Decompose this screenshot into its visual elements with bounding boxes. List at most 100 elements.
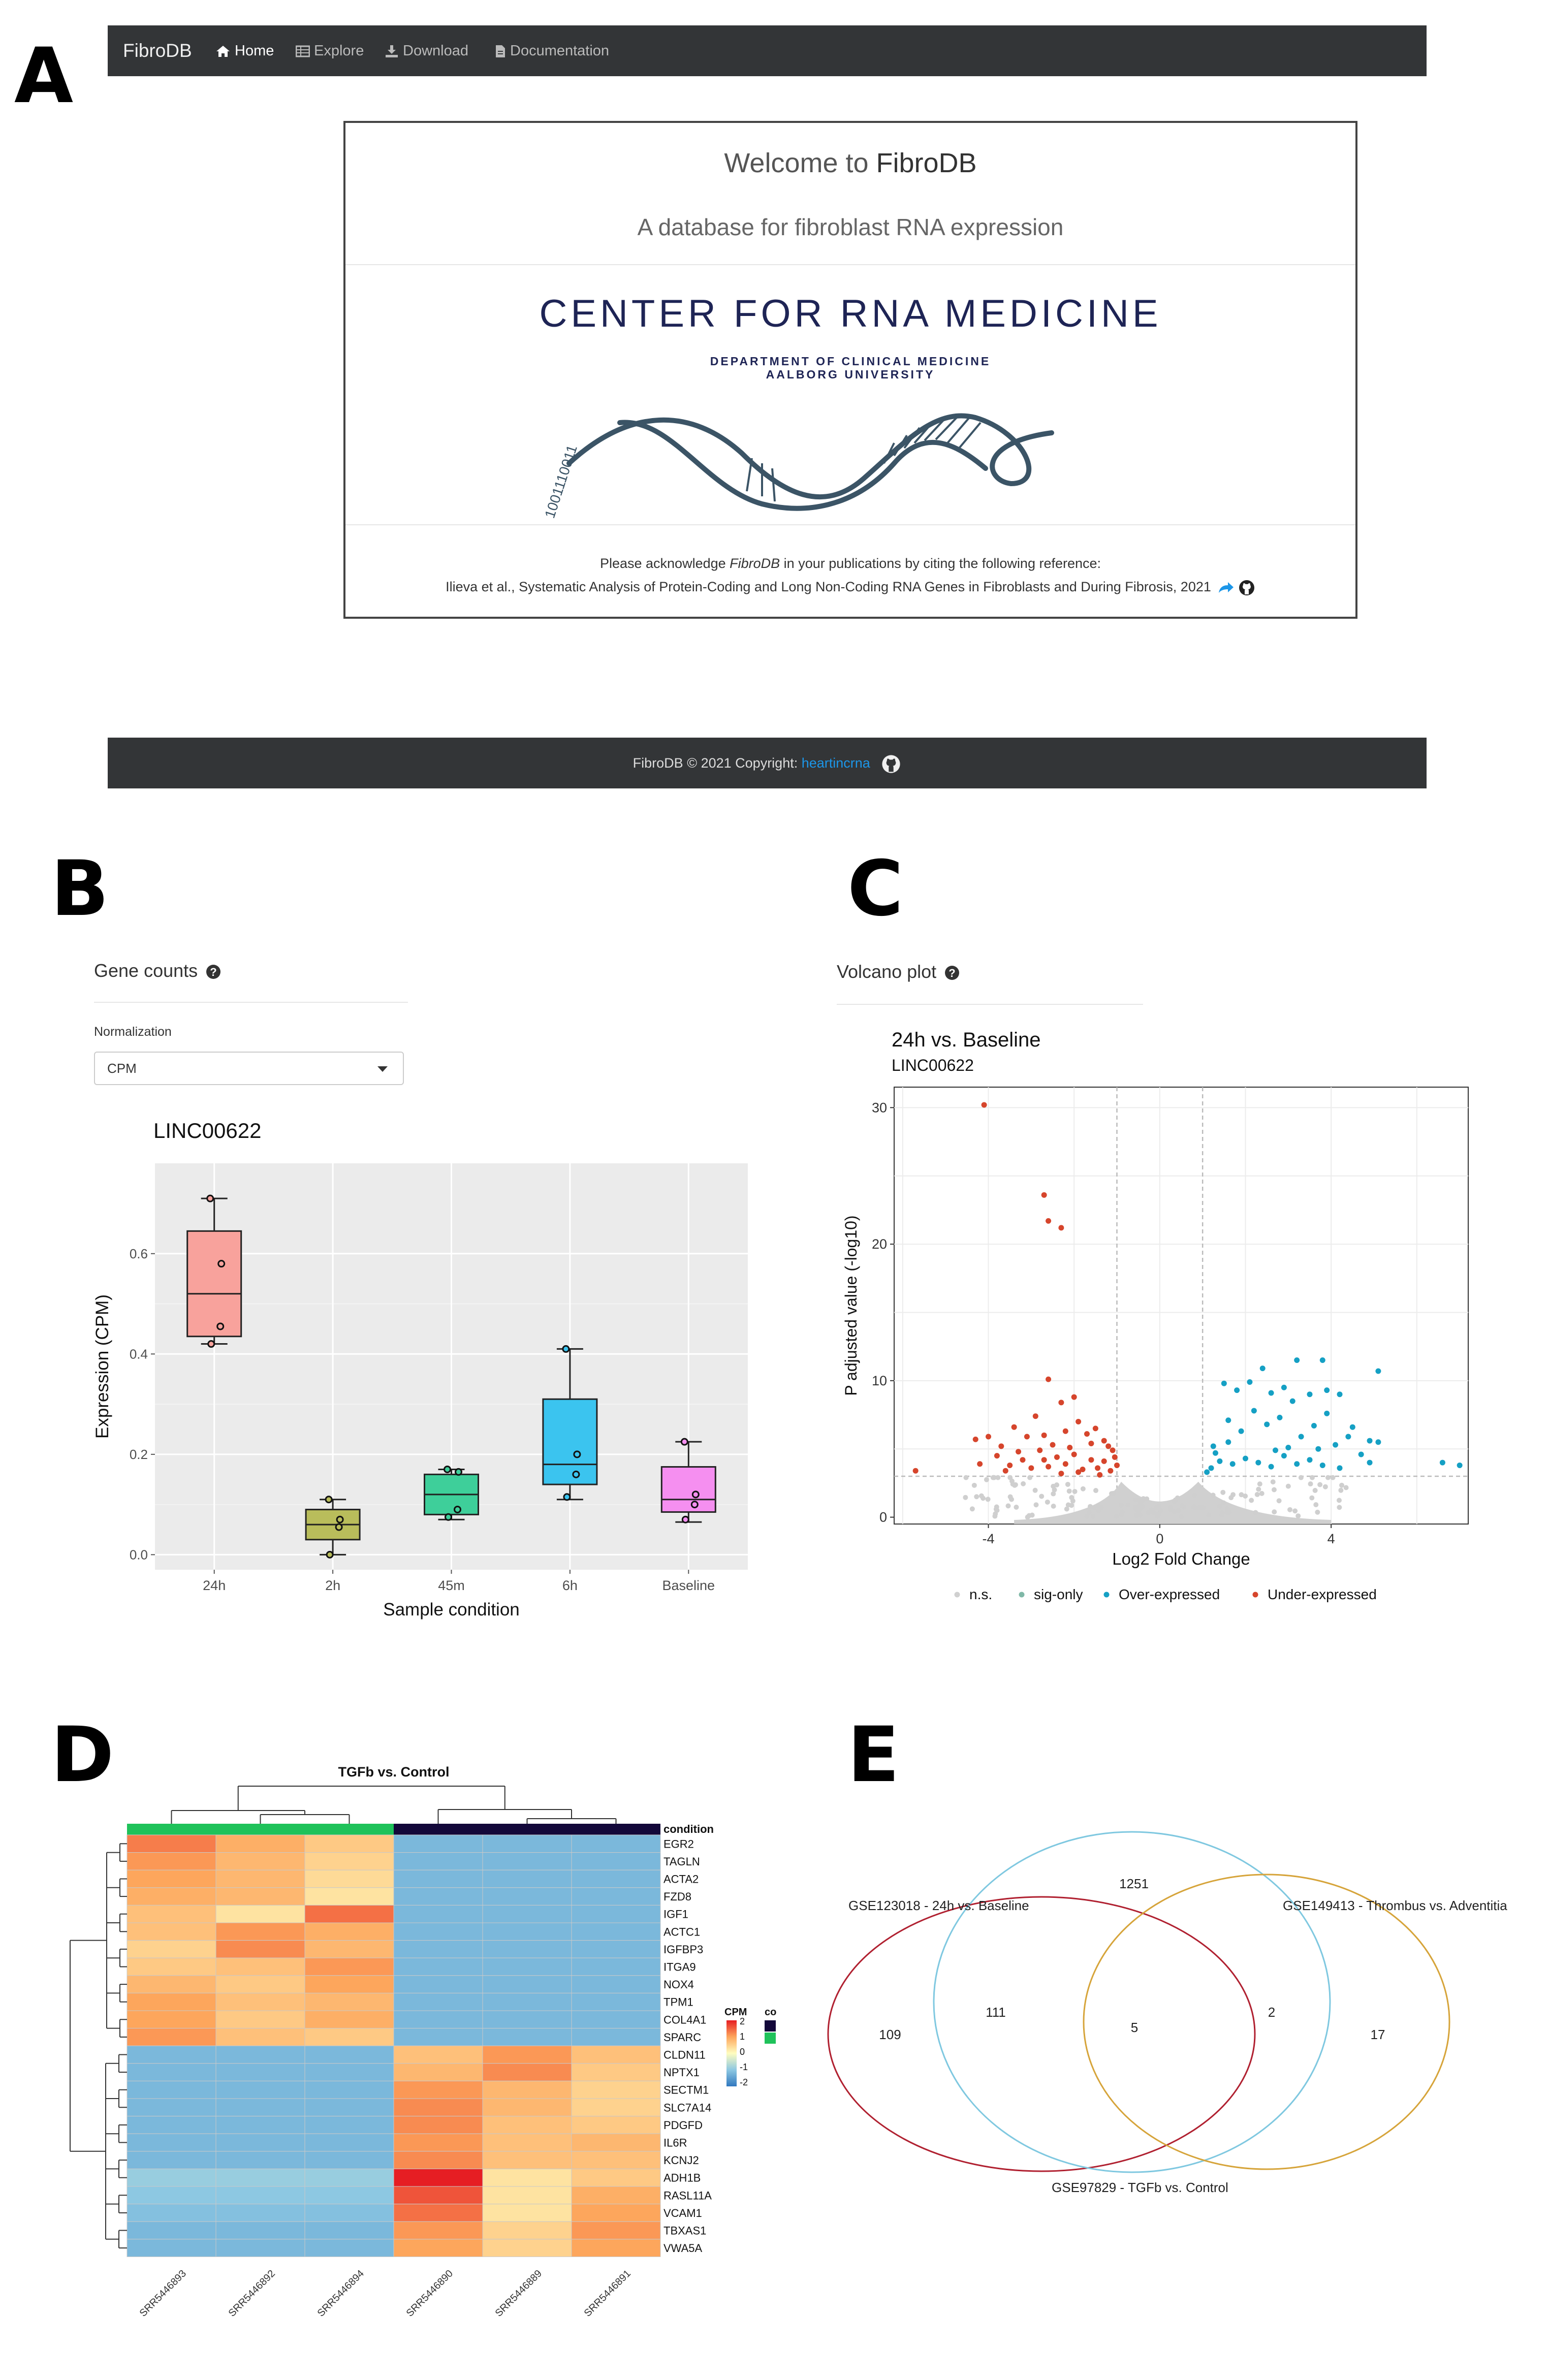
ns-point — [1052, 1487, 1057, 1493]
heatmap-cell — [393, 2186, 483, 2205]
condition-annotation — [127, 1824, 216, 1835]
help-icon[interactable]: ? — [944, 965, 960, 980]
ns-point — [969, 1506, 975, 1512]
ns-point — [1069, 1503, 1074, 1508]
color-legend-bar — [726, 2020, 737, 2086]
condition-annotation — [305, 1824, 394, 1835]
svg-text:?: ? — [949, 967, 955, 979]
heatmap-cell — [127, 2045, 216, 2064]
heatmap-cell — [571, 2045, 661, 2064]
ns-point — [1114, 1514, 1119, 1519]
over-expressed-point — [1358, 1451, 1364, 1457]
over-expressed-point — [1367, 1459, 1373, 1466]
row-label: IL6R — [663, 2137, 687, 2149]
over-expressed-point — [1242, 1455, 1248, 1462]
normalization-value: CPM — [107, 1061, 137, 1076]
x-tick-label: 0 — [1156, 1531, 1163, 1546]
volcano-header-title: Volcano plot — [837, 961, 937, 982]
acknowledge-text: Please acknowledge FibroDB in your publi… — [345, 556, 1355, 572]
normalization-label: Normalization — [94, 1025, 172, 1039]
footer-link[interactable]: heartincrna — [801, 755, 870, 771]
heatmap-cell — [127, 2186, 216, 2205]
venn-set-label: GSE149413 - Thrombus vs. Adventitia — [1283, 1898, 1507, 1913]
nav-item-home[interactable]: Home — [215, 25, 274, 76]
heatmap-cell — [215, 1957, 305, 1976]
heatmap-cell — [215, 1940, 305, 1958]
navbar-brand[interactable]: FibroDB — [123, 40, 192, 61]
heatmap-cell — [571, 1940, 661, 1958]
ns-point — [1210, 1493, 1216, 1498]
ns-point — [1315, 1509, 1320, 1515]
svg-text:?: ? — [210, 966, 216, 978]
under-expressed-point — [1024, 1434, 1030, 1440]
data-point — [563, 1493, 571, 1501]
ns-point — [1253, 1510, 1258, 1515]
nav-item-documentation[interactable]: Documentation — [495, 25, 609, 76]
heatmap-cell — [571, 2221, 661, 2240]
help-icon[interactable]: ? — [206, 964, 221, 979]
row-label: VCAM1 — [663, 2207, 702, 2219]
heatmap-cell — [304, 2239, 394, 2257]
heatmap-cell — [127, 2080, 216, 2099]
heatmap-cell — [127, 1957, 216, 1976]
y-tick-label: 30 — [872, 1100, 887, 1115]
under-expressed-point — [1028, 1465, 1034, 1471]
nav-item-explore[interactable]: Explore — [295, 25, 364, 76]
document-icon — [496, 45, 505, 58]
row-label: VWA5A — [663, 2242, 703, 2255]
heatmap-cell — [215, 1975, 305, 1993]
heatmap-cell — [482, 1905, 572, 1923]
column-label: SRR5446891 — [582, 2268, 633, 2319]
row-label: IGFBP3 — [663, 1943, 703, 1956]
normalization-select[interactable]: CPM — [94, 1052, 404, 1085]
over-expressed-point — [1319, 1462, 1325, 1468]
heatmap-cell — [304, 1852, 394, 1870]
ns-point — [1343, 1485, 1349, 1490]
acknowledge-prefix: Please acknowledge — [599, 556, 730, 571]
ns-point — [1014, 1504, 1019, 1510]
ns-point — [1254, 1492, 1260, 1497]
ns-point — [1158, 1507, 1163, 1513]
ns-point — [1220, 1510, 1225, 1515]
share-arrow-icon[interactable] — [1218, 582, 1234, 594]
gene-counts-title: Gene counts — [94, 960, 198, 981]
legend-title: CPM — [724, 2007, 747, 2018]
heatmap-cell — [482, 2028, 572, 2046]
heatmap-cell — [482, 2098, 572, 2117]
heatmap-cell — [571, 2151, 661, 2169]
under-expressed-point — [1114, 1462, 1120, 1468]
heatmap-cell — [393, 2221, 483, 2240]
heatmap-cell — [304, 2133, 394, 2152]
ns-point — [1120, 1509, 1125, 1515]
heatmap-cell — [127, 2168, 216, 2187]
legend-swatch — [1019, 1592, 1025, 1598]
under-expressed-point — [986, 1434, 992, 1440]
heatmap-cell — [393, 2168, 483, 2187]
under-expressed-point — [1076, 1469, 1082, 1475]
data-point — [454, 1505, 461, 1513]
heatmap-cell — [215, 1905, 305, 1923]
welcome-subtitle: A database for fibroblast RNA expression — [637, 214, 1064, 240]
over-expressed-point — [1375, 1439, 1381, 1445]
github-icon[interactable] — [1238, 579, 1255, 596]
ns-point — [1196, 1505, 1202, 1511]
heatmap-cell — [571, 2028, 661, 2046]
heatmap-cell — [393, 1975, 483, 1993]
table-icon — [295, 45, 310, 57]
over-expressed-point — [1247, 1379, 1253, 1385]
over-expressed-point — [1281, 1453, 1287, 1459]
github-icon[interactable] — [881, 754, 901, 774]
ns-point — [1322, 1484, 1328, 1489]
heatmap-cell — [393, 1887, 483, 1906]
data-point — [572, 1470, 580, 1478]
data-point — [455, 1468, 462, 1476]
ns-point — [1039, 1494, 1045, 1499]
heatmap-cell — [215, 2221, 305, 2240]
ns-point — [984, 1477, 989, 1482]
ns-point — [974, 1494, 979, 1500]
nav-item-download[interactable]: Download — [385, 25, 468, 76]
heatmap-cell — [571, 2239, 661, 2257]
legend-tick: 2 — [740, 2016, 745, 2026]
ns-point — [1292, 1508, 1298, 1514]
row-label: ITGA9 — [663, 1961, 696, 1974]
